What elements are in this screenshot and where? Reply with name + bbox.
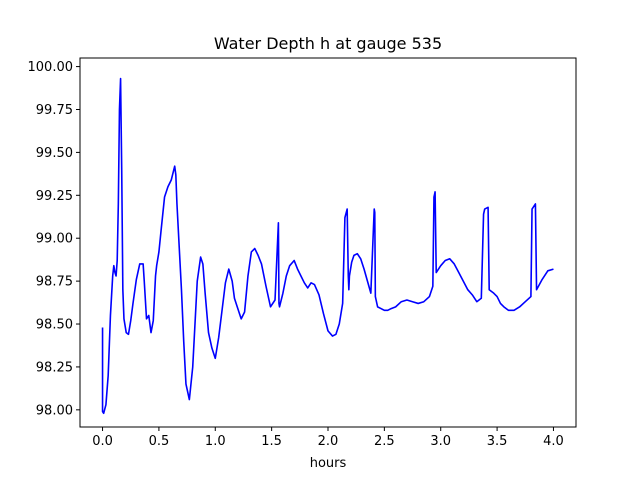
axes-frame	[79, 57, 577, 428]
y-tick-label: 99.25	[36, 189, 73, 204]
y-tick-label: 99.75	[36, 103, 73, 118]
x-tick-label: 4.0	[543, 434, 564, 449]
x-tick-label: 3.5	[487, 434, 508, 449]
y-tick-label: 99.00	[36, 232, 73, 247]
y-tick-label: 98.00	[36, 403, 73, 418]
x-axis: 0.0 0.5 1.0 1.5 2.0 2.5 3.0 3.5 4.0	[92, 427, 564, 449]
x-tick-label: 3.0	[430, 434, 451, 449]
x-tick-label: 1.5	[261, 434, 282, 449]
y-tick-label: 98.25	[36, 360, 73, 375]
plot-area	[101, 77, 554, 415]
y-tick-label: 98.50	[36, 318, 73, 333]
x-tick-label: 0.5	[149, 434, 170, 449]
y-tick-label: 98.75	[36, 275, 73, 290]
y-tick-label: 100.00	[28, 60, 74, 75]
chart-title: Water Depth h at gauge 535	[214, 34, 442, 53]
series-line-0	[101, 77, 554, 415]
x-tick-label: 1.0	[205, 434, 226, 449]
y-tick-label: 99.50	[36, 146, 73, 161]
y-axis: 98.00 98.25 98.50 98.75 99.00 99.25 99.50 99.75…	[28, 60, 80, 418]
x-tick-label: 2.5	[374, 434, 395, 449]
x-tick-label: 0.0	[92, 434, 113, 449]
x-axis-label: hours	[310, 456, 347, 471]
x-tick-label: 2.0	[318, 434, 339, 449]
